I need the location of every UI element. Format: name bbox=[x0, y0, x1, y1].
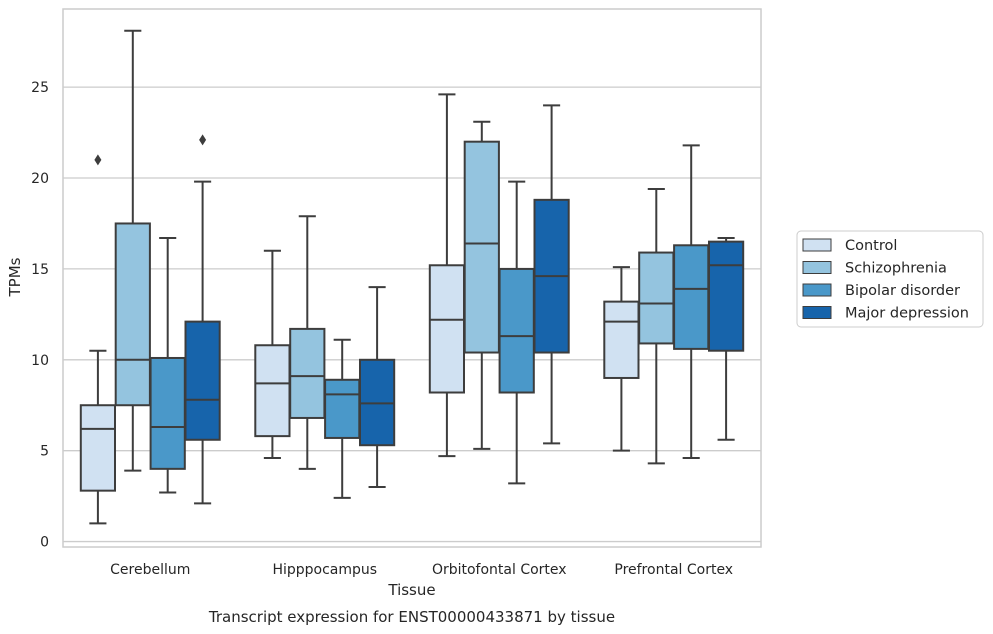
iqr-box bbox=[289, 327, 326, 419]
legend-swatch bbox=[802, 306, 832, 319]
x-tick-label: Orbitofontal Cortex bbox=[432, 562, 567, 578]
iqr-box bbox=[79, 404, 117, 492]
x-axis-label: Tissue bbox=[387, 581, 435, 599]
y-tick-label: 20 bbox=[31, 171, 49, 187]
box-group bbox=[184, 134, 221, 505]
iqr-box bbox=[254, 344, 291, 438]
box-group bbox=[149, 237, 186, 494]
legend-frame bbox=[796, 230, 984, 328]
y-axis-label: TPMs bbox=[6, 257, 24, 297]
iqr-box bbox=[638, 251, 675, 345]
box-group bbox=[358, 286, 396, 489]
box-group bbox=[498, 180, 535, 485]
iqr-box bbox=[498, 267, 535, 394]
iqr-box bbox=[428, 264, 466, 394]
box-group bbox=[114, 29, 151, 472]
legend-label: Control bbox=[845, 238, 897, 254]
legend-label: Major depression bbox=[845, 306, 969, 322]
chart-caption: Transcript expression for ENST0000043387… bbox=[208, 608, 615, 626]
iqr-box bbox=[707, 240, 745, 352]
legend-swatch bbox=[802, 238, 832, 252]
y-tick-label: 5 bbox=[40, 444, 49, 460]
iqr-box bbox=[463, 140, 500, 354]
y-tick-label: 25 bbox=[31, 80, 49, 96]
iqr-box bbox=[673, 244, 710, 350]
x-tick-label: Prefrontal Cortex bbox=[614, 562, 733, 578]
box-group bbox=[428, 93, 466, 458]
iqr-box bbox=[324, 378, 361, 439]
box-group bbox=[254, 249, 291, 459]
x-tick-label: Hipppocampus bbox=[272, 562, 377, 578]
iqr-box bbox=[114, 222, 151, 407]
box-group bbox=[289, 215, 326, 470]
legend-label: Schizophrenia bbox=[845, 261, 947, 277]
y-tick-labels: 0 5 10 15 20 25 bbox=[31, 80, 49, 550]
box-group bbox=[533, 104, 570, 445]
x-tick-labels: Cerebellum Hipppocampus Orbitofontal Corte… bbox=[110, 562, 733, 578]
box-group bbox=[707, 237, 745, 441]
iqr-box bbox=[184, 320, 221, 441]
iqr-box bbox=[603, 300, 640, 379]
y-tick-label: 0 bbox=[40, 535, 49, 551]
legend-label: Bipolar disorder bbox=[845, 283, 960, 299]
box-series bbox=[79, 29, 745, 525]
legend-swatch bbox=[802, 283, 832, 297]
legend-swatch bbox=[802, 261, 832, 274]
iqr-box bbox=[149, 356, 186, 470]
legend: Control Schizophrenia Bipolar disorder Majo… bbox=[796, 230, 984, 328]
x-tick-label: Cerebellum bbox=[110, 562, 190, 578]
y-tick-label: 15 bbox=[31, 262, 49, 278]
plot-frame bbox=[62, 8, 762, 548]
outlier-point bbox=[94, 154, 102, 166]
box-group bbox=[673, 144, 710, 459]
outlier-point bbox=[199, 134, 207, 146]
box-group bbox=[603, 266, 640, 452]
box-group bbox=[463, 120, 500, 450]
box-group bbox=[79, 154, 117, 525]
y-tick-label: 10 bbox=[31, 353, 49, 369]
box-group bbox=[324, 338, 361, 499]
